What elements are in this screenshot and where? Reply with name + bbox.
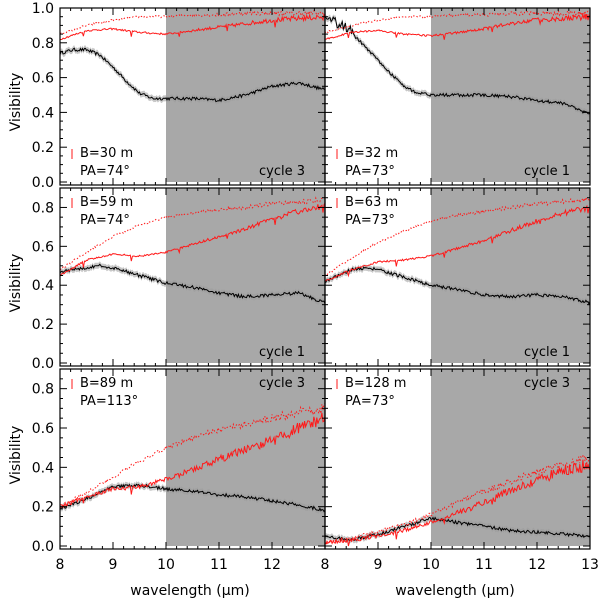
y-tick-label: 0.0 [32,356,54,372]
x-tick-label: 11 [210,557,228,573]
cycle-label: cycle 1 [524,345,570,360]
x-tick-label: 9 [374,557,383,573]
baseline-label: B=59 m [80,195,133,210]
x-tick-label: 8 [321,557,330,573]
y-tick-label: 0.8 [32,382,54,398]
y-tick-label: 0.4 [32,105,54,121]
x-axis-title: wavelength (μm) [130,583,249,599]
shaded-region [431,188,590,363]
shaded-region [166,369,325,546]
series-model-solid-line [59,412,326,509]
y-tick-label: 0.2 [32,317,54,333]
position-angle-label: PA=73° [345,213,395,228]
y-axis-title: Visibility [8,254,24,313]
series-observed-line [324,266,591,306]
y-tick-label: 0.6 [32,239,54,255]
panel-top-left: 0.0 0.2 0.4 0.6 0.8 1.0 B=30 m PA=74° cycle 3 [32,1,326,191]
y-tick-label: 0.8 [32,36,54,52]
series-observed-line [324,16,591,115]
series-model-solid-line [324,459,591,547]
panel-bottom-left: 0.0 0.2 0.4 0.6 0.8 8 9 10 11 12 B=89 m PA=113° cycl… [32,368,326,573]
y-axis-title: Visibility [8,73,24,132]
y-tick-label: 0.2 [32,500,54,516]
baseline-label: B=89 m [80,376,133,391]
shaded-region [166,188,325,363]
cycle-label: cycle 3 [259,164,305,179]
y-tick-label: 0.0 [32,175,54,191]
cycle-label: cycle 3 [259,376,305,391]
position-angle-label: PA=73° [345,394,395,409]
panel-bottom-right: 8 9 10 11 12 13 B=128 m PA=73° cycle 3 [321,368,599,573]
baseline-label: B=63 m [345,195,398,210]
panel-middle-right: B=63 m PA=73° cycle 1 [324,187,591,367]
y-tick-label: 0.8 [32,200,54,216]
error-band [325,14,590,117]
x-tick-label: 12 [263,557,281,573]
series-model-solid-line [60,13,326,40]
cycle-label: cycle 1 [524,164,570,179]
y-tick-label: 0.4 [32,460,54,476]
panel-frame [324,368,591,550]
y-tick-label: 0.6 [32,71,54,87]
y-tick-label: 0.2 [32,140,54,156]
error-band [325,264,590,308]
y-tick-label: 1.0 [32,1,54,17]
cycle-label: cycle 1 [259,345,305,360]
x-tick-label: 12 [528,557,546,573]
baseline-label: B=32 m [345,146,398,161]
series-model-dotted-line [59,402,326,509]
panel-frame [324,187,591,367]
series-model-solid-line [59,202,326,277]
series-model-dotted-line [59,10,326,35]
panel-frame [324,7,591,186]
position-angle-label: PA=113° [80,394,138,409]
series-model-dotted-line [324,453,591,545]
series-observed-line [59,483,326,513]
position-angle-label: PA=74° [80,213,130,228]
x-tick-label: 10 [157,557,175,573]
panel-middle-left: 0.0 0.2 0.4 0.6 0.8 B=59 m PA=74° cycle 1 [32,187,326,372]
x-tick-label: 11 [475,557,493,573]
y-axis-title: Visibility [8,426,24,485]
x-tick-label: 10 [422,557,440,573]
x-tick-label: 13 [581,557,599,573]
x-axis-title: wavelength (μm) [395,583,514,599]
x-tick-label: 8 [56,557,65,573]
series-model-solid-line [324,12,591,40]
error-band [60,261,325,307]
series-observed-line [59,263,326,304]
x-tick-label: 9 [109,557,118,573]
shaded-region [431,369,590,546]
panel-top-right: B=32 m PA=73° cycle 1 [324,7,591,186]
series-observed-line [59,47,326,103]
position-angle-label: PA=74° [80,164,130,179]
series-model-solid-line [324,204,591,282]
position-angle-label: PA=73° [345,164,395,179]
baseline-label: B=128 m [345,376,406,391]
baseline-label: B=30 m [80,146,133,161]
error-band [60,45,325,105]
y-tick-label: 0.4 [32,278,54,294]
y-tick-label: 0.6 [32,421,54,437]
y-tick-label: 0.0 [32,539,54,555]
cycle-label: cycle 3 [524,376,570,391]
